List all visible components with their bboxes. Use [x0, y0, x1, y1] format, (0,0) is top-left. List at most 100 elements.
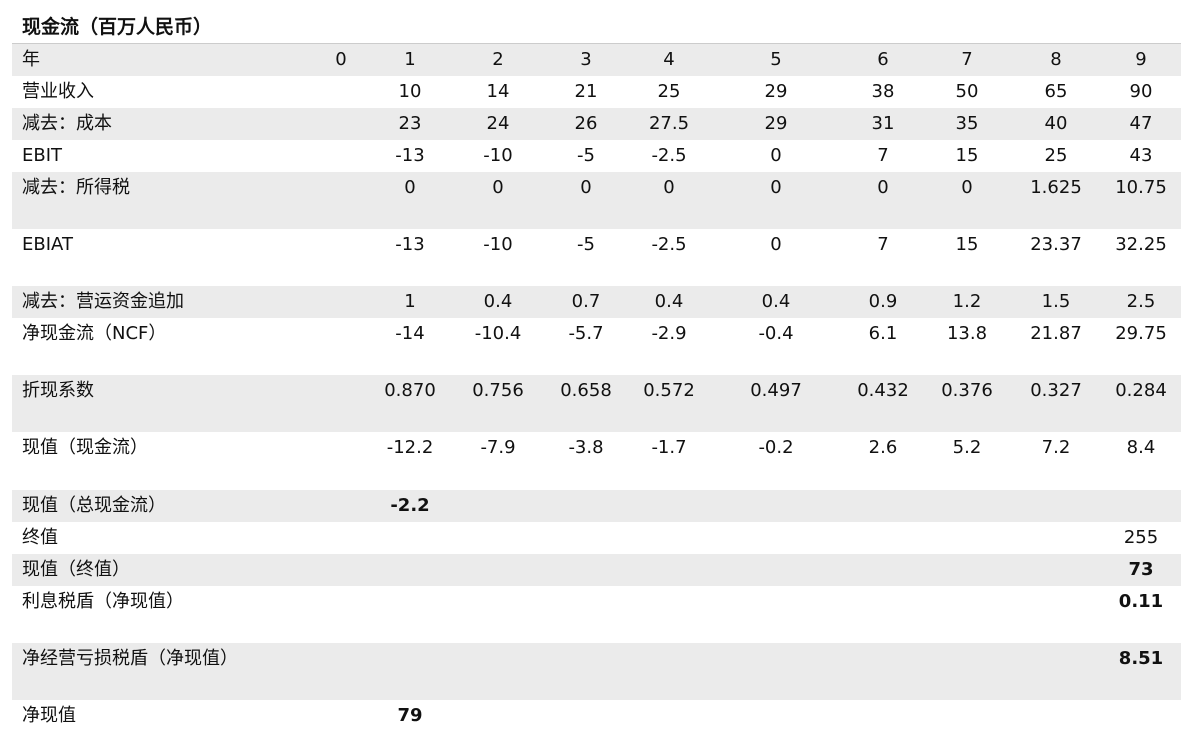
row-label: 现值（现金流） [22, 437, 148, 458]
title: 现金流（百万人民币） [22, 16, 213, 38]
cell: -14 [395, 323, 425, 344]
row-label: 营业收入 [22, 81, 94, 102]
cell: 0.4 [761, 291, 791, 312]
table-row: 终值 255 [12, 522, 1181, 554]
row-label: 减去：所得税 [22, 177, 130, 198]
cell: 1.625 [1030, 177, 1082, 198]
row-label: 现值（终值） [22, 559, 130, 580]
cell: 73 [1128, 559, 1154, 580]
cell: -5.7 [568, 323, 604, 344]
cell: 8 [1050, 49, 1062, 70]
cell: 10.75 [1115, 177, 1167, 198]
table-row: EBIAT -13 -10 -5 -2.5 0 7 15 23.37 32.25 [12, 229, 1181, 286]
cell: 5 [770, 49, 782, 70]
cell: 8.4 [1126, 437, 1156, 458]
cell: 5.2 [952, 437, 982, 458]
cell: 90 [1129, 81, 1153, 102]
cell: 23 [398, 113, 422, 134]
cell: 0.870 [384, 380, 436, 401]
cell: -3.8 [568, 437, 604, 458]
row-label: 净现金流（NCF） [22, 323, 167, 344]
cell: -13 [395, 145, 425, 166]
cell: 29 [764, 81, 788, 102]
table-row: 现值（总现金流） -2.2 [12, 490, 1181, 522]
row-label: EBIAT [22, 234, 73, 255]
cell: 0.4 [483, 291, 513, 312]
row-label: 现值（总现金流） [22, 495, 166, 516]
cell: 1.2 [952, 291, 982, 312]
cell: 25 [1044, 145, 1068, 166]
row-label: 净现值 [22, 705, 76, 726]
cell: -5 [577, 234, 595, 255]
cell: 47 [1129, 113, 1153, 134]
cell: 0.284 [1115, 380, 1167, 401]
cell: 0 [770, 234, 782, 255]
table-row: 减去：所得税 0 0 0 0 0 0 0 1.625 10.75 [12, 172, 1181, 229]
cell: -13 [395, 234, 425, 255]
cell: 2 [492, 49, 504, 70]
cell: -10.4 [474, 323, 522, 344]
table-row: 净现值 79 [12, 700, 1181, 732]
cell: 23.37 [1030, 234, 1082, 255]
cell: 15 [955, 145, 979, 166]
table-row: 减去：成本 23 24 26 27.5 29 31 35 40 47 [12, 108, 1181, 140]
cell: -2.9 [651, 323, 687, 344]
table-row: EBIT -13 -10 -5 -2.5 0 7 15 25 43 [12, 140, 1181, 172]
cell: -0.4 [758, 323, 794, 344]
cell: -5 [577, 145, 595, 166]
cell: 0 [770, 145, 782, 166]
cell: 21 [574, 81, 598, 102]
cell: 0 [335, 49, 347, 70]
cell: 0.572 [643, 380, 695, 401]
table-row: 现值（终值） 73 [12, 554, 1181, 586]
table-row: 现值（现金流） -12.2 -7.9 -3.8 -1.7 -0.2 2.6 5.2 7.2 8.4 [12, 432, 1181, 490]
cell: 6.1 [868, 323, 898, 344]
cell: 0.9 [868, 291, 898, 312]
cell: 13.8 [946, 323, 988, 344]
cell: 0 [492, 177, 504, 198]
cell: 4 [663, 49, 675, 70]
cell: 40 [1044, 113, 1068, 134]
cell: 0.7 [571, 291, 601, 312]
cell: -2.2 [390, 495, 430, 516]
cell: 38 [871, 81, 895, 102]
cell: -12.2 [386, 437, 434, 458]
cell: 0 [961, 177, 973, 198]
header-row: 年 0 1 2 3 4 5 6 7 8 9 [12, 44, 1181, 76]
table-row: 折现系数 0.870 0.756 0.658 0.572 0.497 0.432 0.376 0… [12, 375, 1181, 432]
cell: 2.6 [868, 437, 898, 458]
cell: 0 [663, 177, 675, 198]
cell: 35 [955, 113, 979, 134]
cell: 7 [961, 49, 973, 70]
cell: 0.4 [654, 291, 684, 312]
row-label: 减去：营运资金追加 [22, 291, 184, 312]
cell: 0 [580, 177, 592, 198]
cell: 21.87 [1030, 323, 1082, 344]
row-label: 年 [22, 49, 40, 70]
cell: 25 [657, 81, 681, 102]
cell: 24 [486, 113, 510, 134]
cell: 7 [877, 234, 889, 255]
cell: -10 [483, 234, 513, 255]
cell: 0 [404, 177, 416, 198]
row-label: 终值 [22, 527, 58, 548]
cell: 0.11 [1118, 591, 1164, 612]
cell: -10 [483, 145, 513, 166]
cell: -7.9 [480, 437, 516, 458]
cell: 0.756 [472, 380, 524, 401]
table-row: 净现金流（NCF） -14 -10.4 -5.7 -2.9 -0.4 6.1 13.8 21.8… [12, 318, 1181, 375]
cell: 10 [398, 81, 422, 102]
cell: 7 [877, 145, 889, 166]
cell: 0 [877, 177, 889, 198]
table-row: 利息税盾（净现值） 0.11 [12, 586, 1181, 643]
row-label: 折现系数 [22, 380, 94, 401]
cell: -1.7 [651, 437, 687, 458]
cell: 50 [955, 81, 979, 102]
cell: 26 [574, 113, 598, 134]
cell: 255 [1123, 527, 1159, 548]
cell: 0.497 [750, 380, 802, 401]
cell: 2.5 [1126, 291, 1156, 312]
cell: 3 [580, 49, 592, 70]
cell: -0.2 [758, 437, 794, 458]
